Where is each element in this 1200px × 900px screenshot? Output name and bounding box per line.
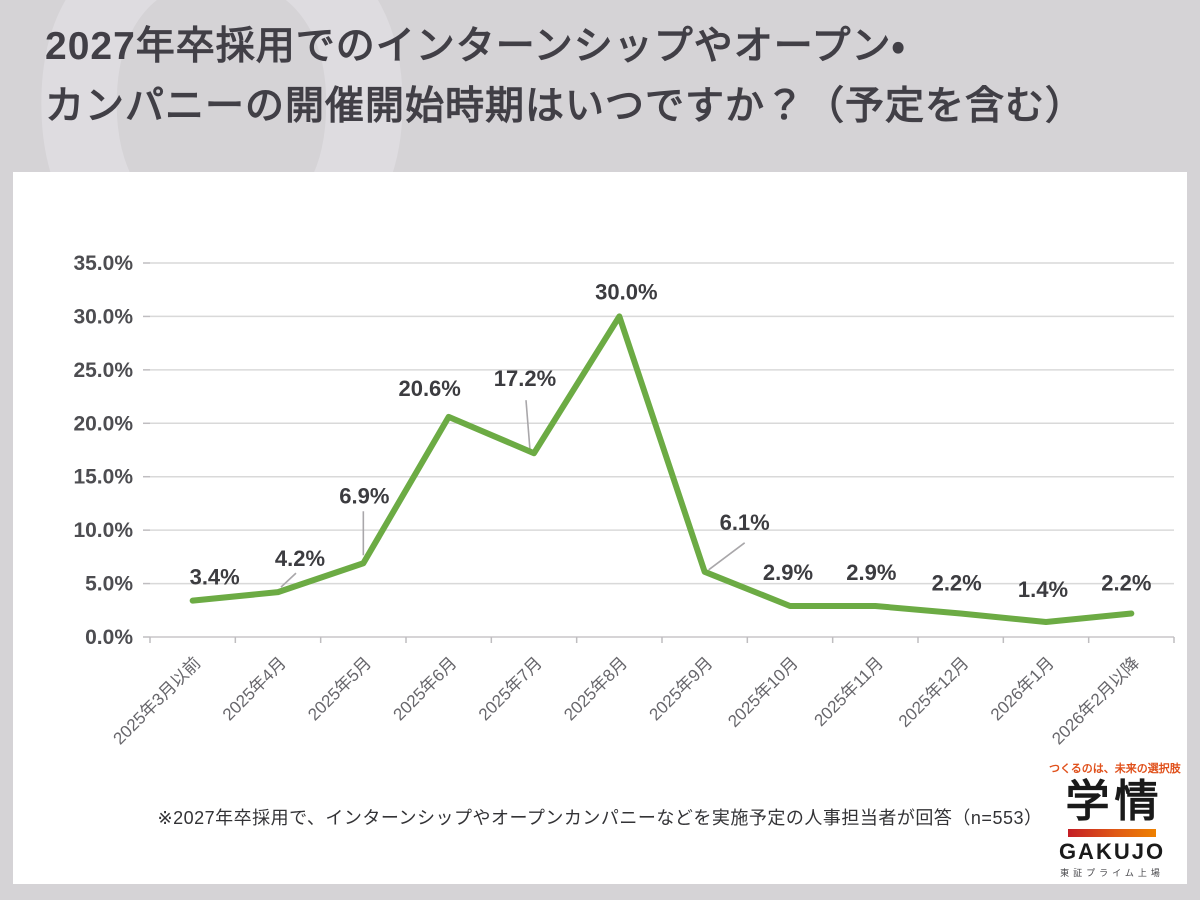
logo-kanji-wordmark: 学情 — [1065, 777, 1164, 826]
x-tick-label: 2025年9月 — [646, 653, 717, 724]
logo-gradient-bar — [1068, 829, 1156, 837]
data-label: 6.9% — [339, 483, 389, 508]
y-tick-label: 20.0% — [73, 412, 133, 435]
x-tick-label: 2025年6月 — [390, 653, 461, 724]
series-line — [189, 313, 1135, 626]
leader-line — [525, 400, 531, 451]
data-label: 2.9% — [763, 560, 813, 585]
x-tick-label: 2025年4月 — [219, 653, 290, 724]
gakujo-logo: つくるのは、未来の選択肢 学情 GAKUJO 東証プライム上場 — [1049, 763, 1181, 878]
y-tick-label: 15.0% — [73, 466, 133, 489]
data-label: 6.1% — [720, 510, 770, 535]
data-label: 2.9% — [846, 560, 896, 585]
data-label: 20.6% — [398, 376, 460, 401]
y-tick-label: 25.0% — [73, 359, 133, 382]
x-tick-label: 2025年11月 — [810, 653, 887, 730]
logo-listing-label: 東証プライム上場 — [1060, 868, 1164, 878]
survey-footnote: ※2027年卒採用で、インターンシップやオープンカンパニーなどを実施予定の人事担… — [157, 808, 1043, 828]
leader-line — [708, 542, 746, 571]
data-label: 3.4% — [190, 565, 240, 590]
data-label: 30.0% — [595, 279, 657, 304]
x-tick-label: 2026年2月以降 — [1048, 653, 1143, 748]
x-tick-label: 2026年1月 — [987, 653, 1058, 724]
x-tick-label: 2025年12月 — [895, 653, 973, 731]
data-label: 2.2% — [932, 570, 982, 595]
data-label: 2.2% — [1101, 570, 1151, 595]
page-title-line1: 2027年卒採用でのインターンシップやオープン・ — [45, 25, 906, 68]
data-label: 1.4% — [1018, 577, 1068, 602]
y-tick-label: 35.0% — [73, 252, 133, 275]
y-tick-label: 10.0% — [73, 519, 133, 542]
logo-latin-wordmark: GAKUJO — [1058, 839, 1166, 864]
leader-line — [280, 572, 297, 588]
chart-card: 0.0% 5.0% 10.0% 15.0% 20.0% 25.0% 30.0% 35.0% 20… — [13, 172, 1187, 884]
y-tick-label: 5.0% — [85, 573, 133, 596]
y-tick-label: 0.0% — [85, 626, 133, 649]
page-title-line2: カンパニーの開催開始時期はいつですか？（予定を含む） — [45, 85, 1086, 128]
x-tick-label: 2025年3月以前 — [110, 653, 205, 748]
y-tick-label: 30.0% — [73, 305, 133, 328]
x-tick-label: 2025年7月 — [475, 653, 546, 724]
x-tick-label: 2025年8月 — [560, 653, 631, 724]
x-tick-label: 2025年10月 — [724, 653, 802, 731]
data-label: 17.2% — [494, 366, 556, 391]
logo-tagline: つくるのは、未来の選択肢 — [1049, 763, 1181, 775]
page-title: 2027年卒採用でのインターンシップやオープン・カンパニーの開催開始時期はいつで… — [45, 17, 1185, 137]
header: 2027年卒採用でのインターンシップやオープン・カンパニーの開催開始時期はいつで… — [0, 0, 1200, 172]
data-label: 4.2% — [275, 546, 325, 571]
x-tick-label: 2025年5月 — [304, 653, 375, 724]
line-chart: 0.0% 5.0% 10.0% 15.0% 20.0% 25.0% 30.0% 35.0% 20… — [13, 172, 1187, 884]
